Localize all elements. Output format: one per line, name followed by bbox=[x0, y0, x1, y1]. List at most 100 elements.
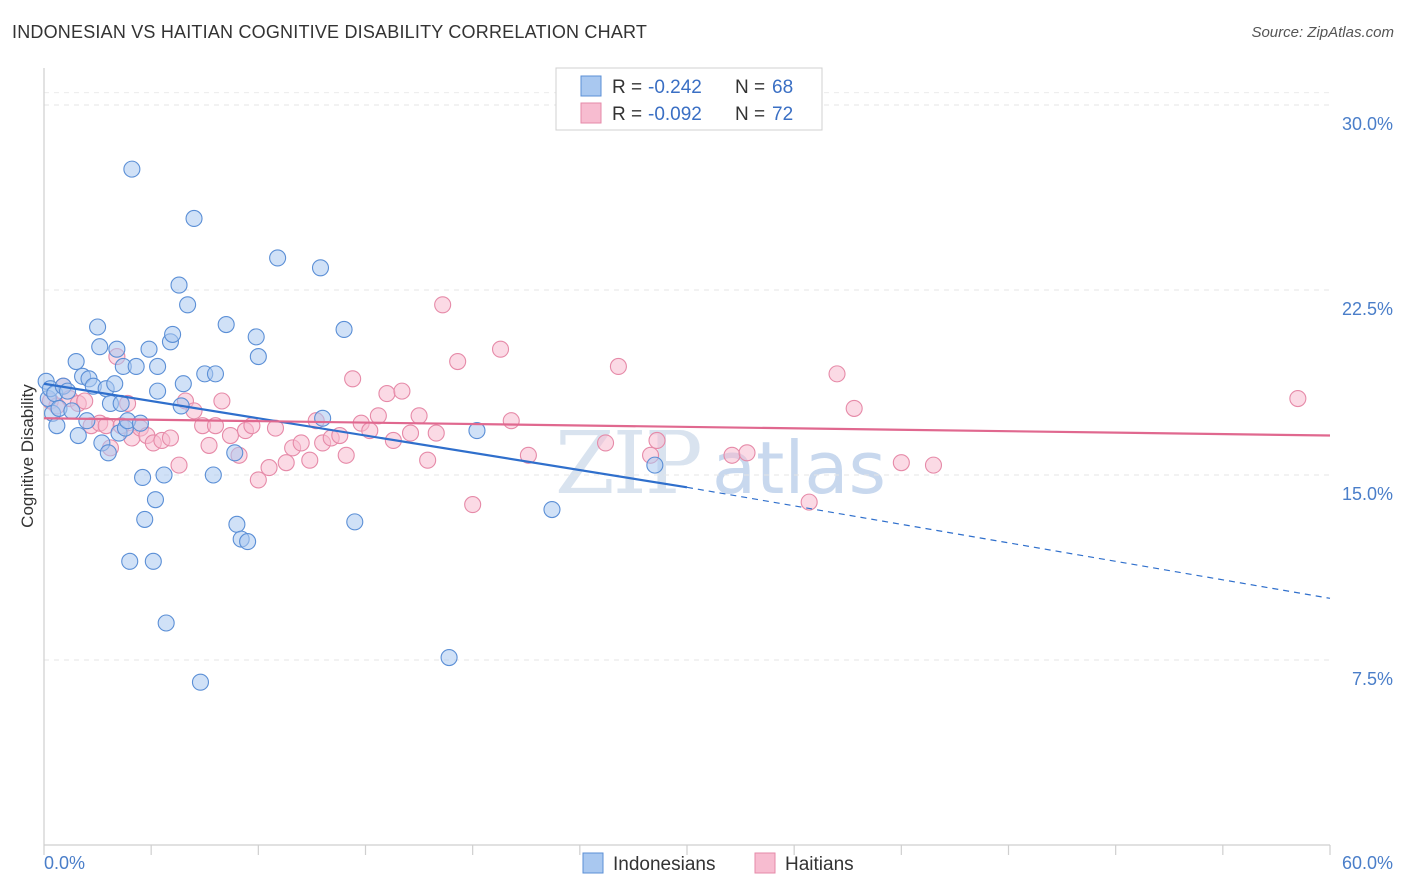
haitians-point bbox=[597, 434, 615, 452]
indonesians-point bbox=[144, 552, 162, 570]
y-axis-label: Cognitive Disability bbox=[18, 384, 37, 528]
indonesians-point bbox=[311, 259, 330, 277]
haitians-point bbox=[845, 399, 863, 417]
haitians-point bbox=[1289, 389, 1307, 408]
haitians-point bbox=[427, 424, 445, 442]
haitians-point bbox=[76, 392, 94, 410]
legend-n-value-2: 72 bbox=[772, 104, 793, 125]
indonesians-point bbox=[228, 515, 246, 533]
haitians-point bbox=[419, 451, 437, 469]
legend-swatch-pink bbox=[580, 102, 602, 124]
haitians-point bbox=[301, 451, 319, 469]
haitians-point bbox=[277, 454, 295, 472]
indonesians-trend-extension bbox=[686, 486, 1331, 599]
haitians-point bbox=[378, 385, 396, 403]
indonesians-point bbox=[91, 338, 109, 356]
haitians-point bbox=[434, 296, 452, 314]
haitians-point bbox=[738, 444, 756, 462]
x-axis-ticks bbox=[43, 845, 1331, 855]
indonesians-point bbox=[206, 365, 225, 383]
y-tick-label: 22.5% bbox=[1342, 299, 1393, 319]
indonesians-point bbox=[164, 325, 182, 343]
indonesians-point bbox=[204, 466, 222, 484]
haitians-point bbox=[800, 493, 818, 511]
haitians-point bbox=[200, 436, 218, 454]
indonesians-point bbox=[646, 456, 664, 474]
haitians-point bbox=[491, 340, 510, 358]
legend-r-label-1: R = bbox=[612, 77, 642, 98]
indonesians-point bbox=[170, 276, 188, 294]
indonesians-point bbox=[174, 375, 192, 393]
x-tick-label-min: 0.0% bbox=[44, 853, 85, 873]
haitians-point bbox=[161, 429, 180, 447]
chart-title: INDONESIAN VS HAITIAN COGNITIVE DISABILI… bbox=[12, 22, 648, 42]
haitians-point bbox=[924, 456, 943, 474]
legend-n-label-2: N = bbox=[735, 104, 765, 125]
indonesians-point bbox=[123, 160, 141, 178]
haitians-point bbox=[213, 392, 231, 410]
indonesians-point bbox=[134, 468, 152, 487]
legend-r-value-1: -0.242 bbox=[648, 77, 702, 98]
y-tick-label: 30.0% bbox=[1342, 114, 1393, 134]
indonesians-point bbox=[217, 315, 235, 334]
indonesians-point bbox=[179, 296, 197, 314]
indonesians-point bbox=[69, 426, 87, 445]
indonesians-point bbox=[149, 382, 167, 400]
haitians-point bbox=[337, 446, 355, 464]
haitians-point bbox=[519, 446, 537, 464]
indonesians-point bbox=[239, 533, 257, 551]
haitians-point bbox=[410, 407, 428, 425]
indonesians-point bbox=[136, 510, 154, 528]
indonesians-point bbox=[440, 648, 458, 667]
series-legend-swatch-indonesians bbox=[582, 852, 604, 874]
y-tick-label: 15.0% bbox=[1342, 484, 1393, 504]
indonesians-point bbox=[157, 614, 175, 632]
haitians-point bbox=[648, 431, 666, 450]
indonesians-point bbox=[78, 412, 96, 430]
series-legend-swatch-haitians bbox=[754, 852, 776, 874]
indonesians-point bbox=[314, 409, 332, 427]
indonesians-point bbox=[127, 357, 145, 376]
x-tick-label-max: 60.0% bbox=[1342, 853, 1393, 873]
haitians-point bbox=[464, 496, 482, 514]
source-label: Source: ZipAtlas.com bbox=[1251, 24, 1394, 41]
indonesians-point bbox=[247, 328, 265, 346]
haitians-points bbox=[41, 296, 1307, 514]
y-tick-label: 7.5% bbox=[1352, 669, 1393, 689]
indonesians-point bbox=[269, 249, 287, 267]
haitians-point bbox=[502, 412, 520, 430]
indonesians-point bbox=[146, 491, 165, 509]
legend-r-value-2: -0.092 bbox=[648, 104, 702, 125]
legend-r-label-2: R = bbox=[612, 104, 642, 125]
haitians-point bbox=[170, 456, 188, 474]
series-legend: Indonesians Haitians bbox=[582, 852, 854, 875]
indonesians-point bbox=[249, 348, 267, 366]
indonesians-point bbox=[335, 320, 353, 339]
haitians-point bbox=[221, 426, 240, 445]
indonesians-point bbox=[108, 340, 126, 358]
series-legend-label-indonesians: Indonesians bbox=[613, 854, 715, 875]
watermark-zip: ZIP bbox=[555, 414, 701, 514]
haitians-point bbox=[344, 370, 362, 388]
haitians-point bbox=[369, 407, 387, 425]
indonesians-point bbox=[346, 513, 364, 531]
watermark-atlas: atlas bbox=[712, 426, 886, 510]
series-legend-label-haitians: Haitians bbox=[785, 854, 854, 875]
indonesians-point bbox=[67, 352, 85, 371]
haitians-point bbox=[723, 446, 741, 464]
indonesians-point bbox=[191, 673, 210, 691]
stats-legend: R = -0.242 N = 68 R = -0.092 N = 72 bbox=[555, 67, 823, 131]
trend-lines bbox=[43, 382, 1331, 599]
haitians-point bbox=[249, 471, 267, 489]
indonesians-point bbox=[48, 417, 66, 435]
indonesians-point bbox=[121, 552, 139, 570]
indonesians-points bbox=[37, 160, 664, 691]
haitians-point bbox=[260, 459, 278, 477]
indonesians-point bbox=[63, 402, 81, 420]
haitians-point bbox=[828, 365, 846, 383]
indonesians-point bbox=[106, 375, 124, 393]
indonesians-point bbox=[185, 209, 203, 228]
haitians-point bbox=[401, 424, 420, 442]
legend-n-value-1: 68 bbox=[772, 77, 793, 98]
